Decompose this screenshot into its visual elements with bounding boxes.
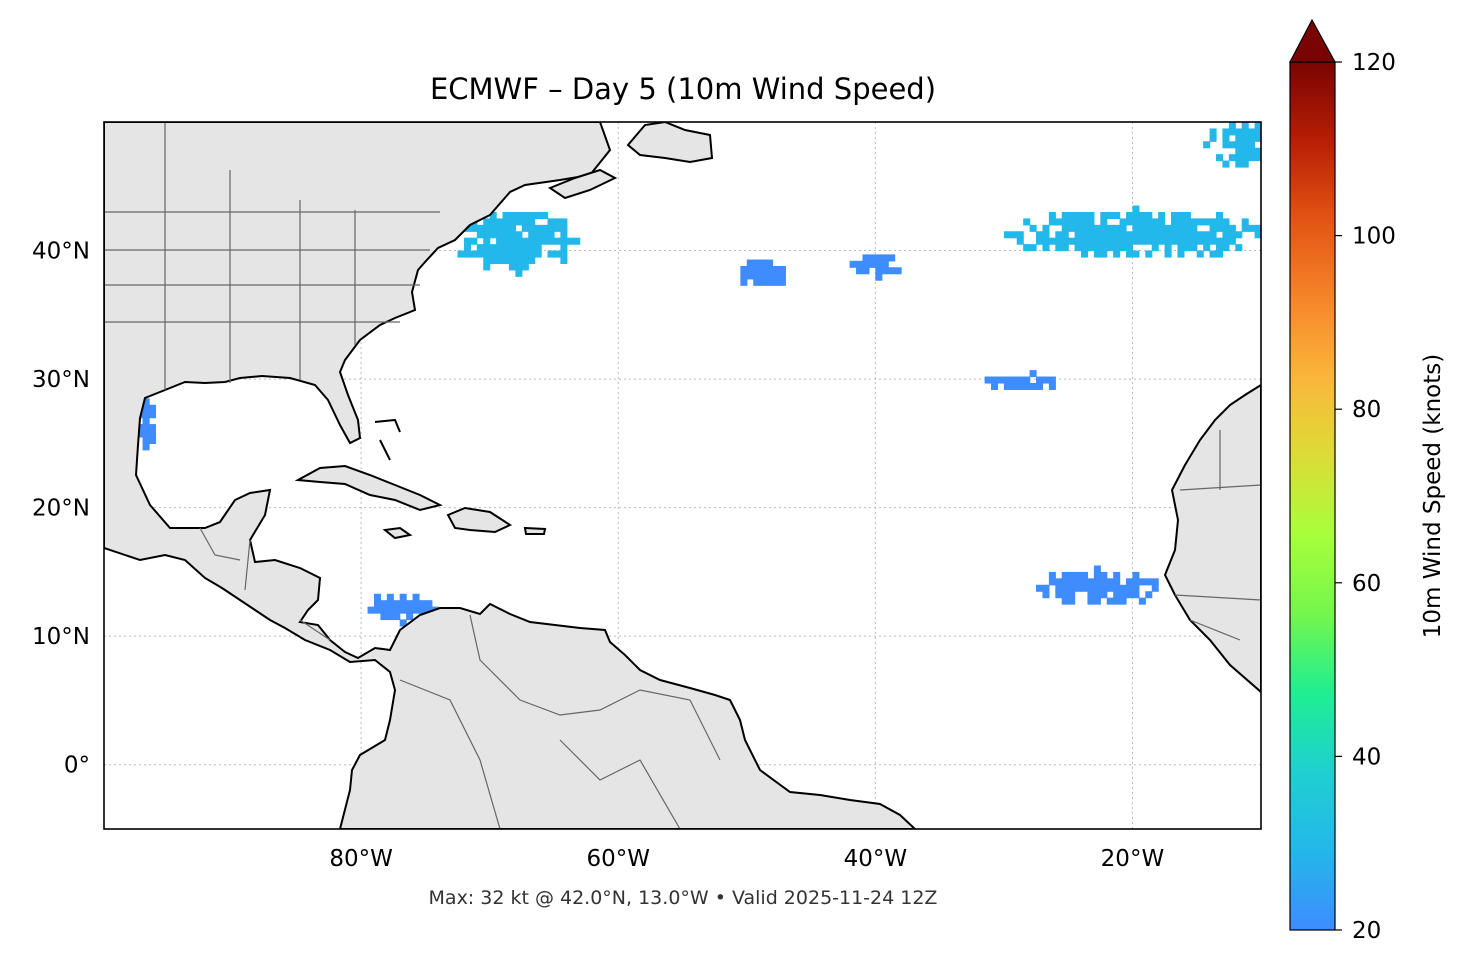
wind-patch-northeast-atlantic	[1003, 205, 1261, 258]
lat-tick-label: 20°N	[32, 496, 90, 522]
colorbar-tick-label: 20	[1352, 918, 1381, 944]
colorbar-tick-label: 120	[1352, 50, 1396, 76]
colorbar-tick-label: 60	[1352, 571, 1381, 597]
wind-patch-off-new-england	[457, 211, 581, 277]
land-jamaica	[382, 526, 413, 540]
wind-patch-west-central-atlantic	[740, 259, 786, 286]
land-cuba	[294, 464, 443, 512]
land-africa	[1163, 383, 1261, 694]
colorbar-tick-label: 100	[1352, 224, 1396, 250]
wind-patch-far-northeast	[1203, 122, 1261, 168]
colorbar-tick-label: 40	[1352, 744, 1381, 770]
latitude-ticks: 40°N 30°N 20°N 10°N 0°	[32, 239, 90, 779]
lon-tick-label: 80°W	[329, 846, 393, 872]
lon-tick-label: 40°W	[844, 846, 908, 872]
land-puerto-rico	[523, 526, 547, 535]
colorbar-ticks: 20 40 60 80 100 120	[1335, 50, 1396, 944]
lat-tick-label: 40°N	[32, 239, 90, 265]
footer-caption: Max: 32 kt @ 42.0°N, 13.0°W • Valid 2025…	[429, 887, 938, 909]
land-bahamas	[374, 418, 401, 461]
map-title: ECMWF – Day 5 (10m Wind Speed)	[430, 72, 936, 106]
land-newfoundland	[626, 122, 714, 164]
wind-patch-cape-verde	[1036, 565, 1159, 605]
colorbar-gradient	[1289, 61, 1336, 931]
wind-field	[129, 122, 1261, 627]
colorbar-extend-arrow	[1289, 18, 1337, 63]
colorbar: 20 40 60 80 100 120 10m Wind Speed (knots)	[1289, 18, 1446, 944]
wind-patch-azores-area	[984, 370, 1056, 390]
lon-tick-label: 20°W	[1101, 846, 1165, 872]
land-hispaniola	[446, 506, 513, 534]
lon-tick-label: 60°W	[586, 846, 650, 872]
land-nova-scotia	[547, 168, 618, 200]
land-north-america	[104, 122, 917, 829]
lat-tick-label: 30°N	[32, 367, 90, 393]
longitude-ticks: 80°W 60°W 40°W 20°W	[329, 846, 1164, 872]
map-plot-area	[104, 122, 1261, 829]
map-frame	[103, 121, 1262, 830]
political-borders	[104, 122, 1261, 829]
colorbar-label: 10m Wind Speed (knots)	[1420, 354, 1446, 638]
lat-tick-label: 0°	[64, 753, 90, 779]
colorbar-tick-label: 80	[1352, 397, 1381, 423]
wind-patch-central-atlantic	[849, 254, 902, 281]
lat-tick-label: 10°N	[32, 624, 90, 650]
